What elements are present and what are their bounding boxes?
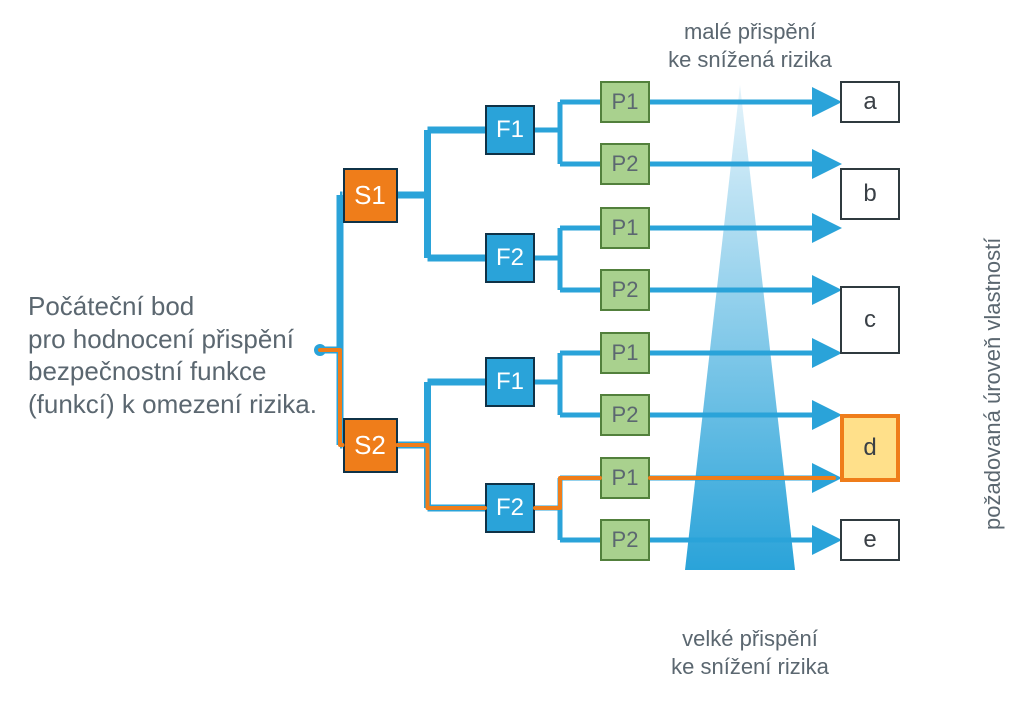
- highlight-path: [0, 0, 1024, 701]
- diagram-stage: Počáteční bod pro hodnocení přispění bez…: [0, 0, 1024, 701]
